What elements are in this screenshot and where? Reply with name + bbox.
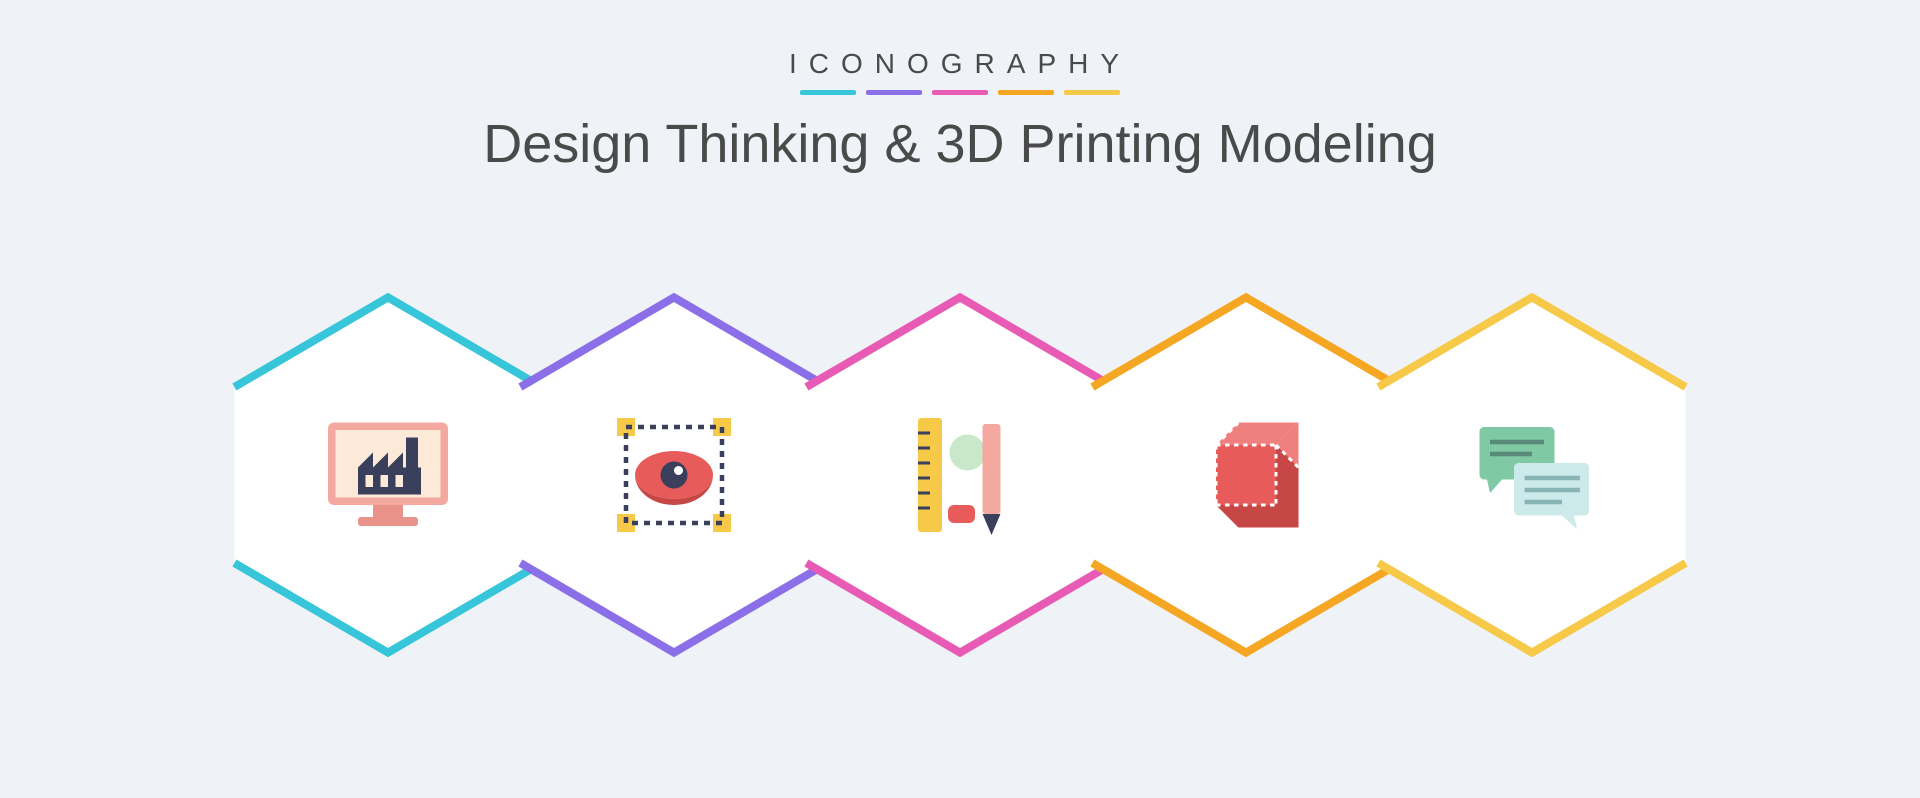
chat-bubbles-icon — [1457, 400, 1607, 550]
cube-3d-icon — [1171, 400, 1321, 550]
eye-frame-icon — [599, 400, 749, 550]
hex-tile — [1372, 290, 1692, 660]
ruler-pencil-icon — [885, 400, 1035, 550]
factory-monitor-icon — [313, 400, 463, 550]
underline-segment — [998, 90, 1054, 95]
hex-tile — [514, 290, 834, 660]
underline-segment — [800, 90, 856, 95]
underline-segment — [866, 90, 922, 95]
icon-row — [228, 290, 1692, 660]
underline-segment — [932, 90, 988, 95]
hex-tile — [228, 290, 548, 660]
underline-segment — [1064, 90, 1120, 95]
brand-underline — [0, 90, 1920, 95]
brand-label: ICONOGRAPHY — [0, 48, 1920, 80]
hex-tile — [1086, 290, 1406, 660]
page-title: Design Thinking & 3D Printing Modeling — [0, 113, 1920, 175]
header: ICONOGRAPHY Design Thinking & 3D Printin… — [0, 0, 1920, 175]
hex-tile — [800, 290, 1120, 660]
